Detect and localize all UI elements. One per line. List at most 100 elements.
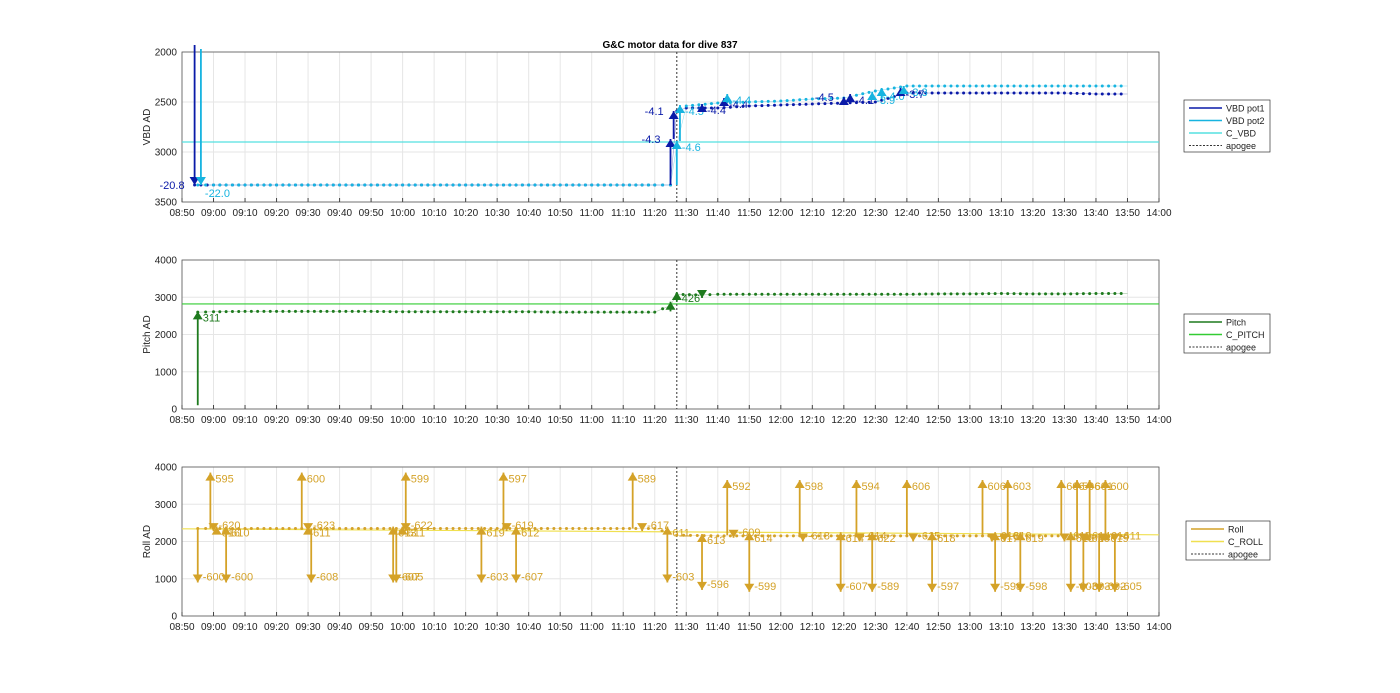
- series-point: [987, 91, 991, 95]
- series-point: [1056, 84, 1060, 88]
- series-point: [602, 183, 606, 187]
- series-point: [708, 293, 712, 297]
- event-label: 600: [1110, 481, 1128, 493]
- x-tick-label: 12:00: [768, 415, 793, 426]
- series-point: [691, 103, 695, 107]
- x-tick-label: 14:00: [1146, 622, 1171, 633]
- y-tick-label: 0: [171, 612, 177, 623]
- event-arrow-head: [189, 177, 200, 185]
- x-tick-label: 13:30: [1052, 622, 1077, 633]
- event-label: 589: [638, 474, 656, 486]
- series-point: [1031, 84, 1035, 88]
- x-tick-label: 10:10: [422, 622, 447, 633]
- series-point: [660, 529, 664, 533]
- series-point: [640, 183, 644, 187]
- event-arrow-head: [221, 574, 232, 583]
- series-point: [949, 292, 953, 296]
- series-point: [1012, 292, 1016, 296]
- series-point: [363, 309, 367, 313]
- x-tick-label: 13:10: [989, 622, 1014, 633]
- series-point: [785, 292, 789, 296]
- series-point: [854, 93, 858, 97]
- series-point: [1006, 91, 1010, 95]
- series-point: [577, 310, 581, 314]
- event-arrow-head: [627, 472, 638, 481]
- event-label: 600: [307, 474, 325, 486]
- x-tick-label: 14:00: [1146, 208, 1171, 219]
- x-tick-label: 09:40: [327, 208, 352, 219]
- x-tick-label: 12:10: [800, 208, 825, 219]
- series-point: [281, 309, 285, 313]
- y-tick-label: 2000: [155, 48, 178, 59]
- series-point: [218, 310, 222, 314]
- x-tick-label: 09:30: [296, 208, 321, 219]
- series-point: [249, 526, 253, 530]
- series-point: [590, 310, 594, 314]
- series-point: [722, 292, 726, 296]
- series-point: [760, 292, 764, 296]
- series-point: [955, 91, 959, 95]
- series-point: [539, 310, 543, 314]
- series-point: [564, 183, 568, 187]
- series-point: [968, 91, 972, 95]
- x-tick-label: 09:50: [359, 622, 384, 633]
- series-point: [917, 84, 921, 88]
- y-tick-label: 2000: [155, 537, 178, 548]
- series-point: [438, 183, 442, 187]
- series-point: [993, 91, 997, 95]
- x-tick-label: 13:40: [1083, 208, 1108, 219]
- x-tick-label: 11:50: [737, 208, 762, 219]
- event-arrow-head: [400, 472, 411, 481]
- series-point: [1088, 292, 1092, 296]
- series-point: [249, 183, 253, 187]
- series-point: [350, 183, 354, 187]
- series-point: [1018, 292, 1022, 296]
- series-point: [968, 84, 972, 88]
- series-point: [943, 534, 947, 538]
- series-point: [848, 534, 852, 538]
- event-label: 592: [732, 481, 750, 493]
- series-point: [287, 183, 291, 187]
- series-point: [924, 292, 928, 296]
- series-point: [741, 100, 745, 104]
- event-arrow-head: [697, 581, 708, 590]
- x-tick-label: 12:20: [831, 208, 856, 219]
- event-label: 613: [707, 535, 725, 547]
- series-point: [312, 309, 316, 313]
- event-label: -623: [313, 520, 335, 532]
- event-arrow-head: [744, 583, 755, 592]
- series-point: [836, 101, 840, 105]
- series-point: [653, 526, 657, 530]
- y-tick-label: 3500: [155, 198, 178, 209]
- event-arrow-head: [1015, 583, 1026, 592]
- x-tick-label: 13:00: [957, 622, 982, 633]
- series-point: [457, 310, 461, 314]
- x-tick-label: 11:10: [611, 622, 636, 633]
- series-point: [741, 292, 745, 296]
- series-point: [962, 534, 966, 538]
- legend-label: apogee: [1228, 550, 1258, 560]
- series-point: [464, 526, 468, 530]
- series-point: [646, 526, 650, 530]
- series-point: [514, 183, 518, 187]
- series-point: [804, 102, 808, 106]
- series-point: [861, 292, 865, 296]
- series-point: [779, 534, 783, 538]
- series-point: [974, 91, 978, 95]
- x-tick-label: 10:40: [516, 208, 541, 219]
- series-point: [646, 183, 650, 187]
- x-tick-label: 10:30: [485, 415, 510, 426]
- series-point: [470, 526, 474, 530]
- series-point: [791, 292, 795, 296]
- event-arrow-head: [838, 97, 849, 105]
- event-arrow-head: [697, 104, 708, 112]
- series-point: [445, 526, 449, 530]
- series-point: [785, 99, 789, 103]
- series-point: [861, 92, 865, 96]
- series-point: [1100, 92, 1104, 96]
- series-point: [331, 183, 335, 187]
- series-point: [741, 534, 745, 538]
- series-point: [716, 106, 720, 110]
- series-point: [634, 526, 638, 530]
- event-label: 610: [231, 528, 249, 540]
